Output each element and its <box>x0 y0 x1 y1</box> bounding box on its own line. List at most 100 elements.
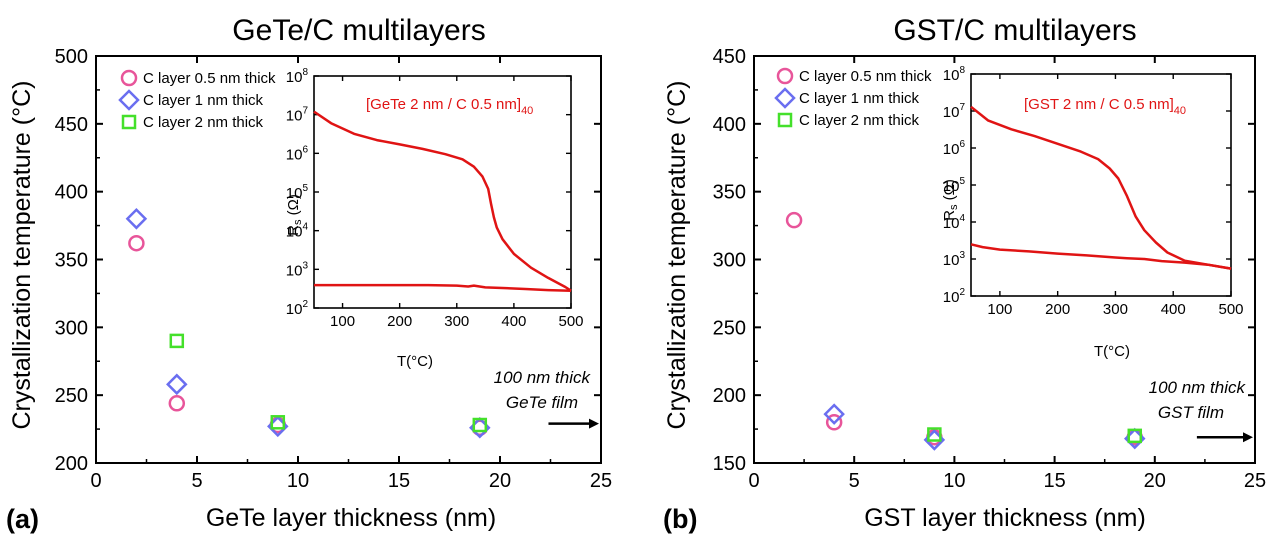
inset-y-label-main: R <box>941 210 958 221</box>
inset-y-tick-label: 103 <box>943 250 966 269</box>
tick-exponent: 5 <box>959 176 965 187</box>
tick-exponent: 8 <box>302 67 308 78</box>
legend-label: C layer 0.5 nm thick <box>799 68 932 85</box>
y-tick-label: 300 <box>713 250 746 272</box>
inset-y-tick-label: 106 <box>943 139 966 158</box>
x-tick-label: 10 <box>287 470 309 492</box>
y-tick-label: 400 <box>55 182 88 204</box>
tick-base: 10 <box>286 224 303 241</box>
tick-base: 10 <box>286 301 303 318</box>
inset-x-tick-label: 200 <box>1045 301 1070 318</box>
inset-y-tick-label: 104 <box>943 213 966 232</box>
tick-base: 10 <box>943 252 960 269</box>
inset-x-tick-label: 500 <box>558 313 583 330</box>
inset-y-tick-label: 107 <box>286 106 309 125</box>
inset-y-tick-label: 102 <box>943 287 966 306</box>
inset-y-tick-label: 102 <box>286 299 309 318</box>
tick-exponent: 4 <box>959 213 965 224</box>
inset-x-label: T(°C) <box>397 353 433 370</box>
y-tick-label: 350 <box>713 182 746 204</box>
legend-marker <box>120 69 138 87</box>
inset-title-sub: 40 <box>1174 105 1186 117</box>
data-point <box>825 414 843 431</box>
tick-base: 10 <box>286 262 303 279</box>
x-tick-label: 25 <box>590 470 612 492</box>
tick-base: 10 <box>286 69 303 86</box>
inset-title-main: [GeTe 2 nm / C 0.5 nm] <box>366 96 521 113</box>
legend: C layer 0.5 nm thick C layer 1 nm thick C … <box>774 67 932 129</box>
tick-base: 10 <box>286 108 303 125</box>
series-square <box>169 333 488 433</box>
tick-exponent: 3 <box>302 260 308 271</box>
inset-y-tick-label: 108 <box>943 65 966 84</box>
inset-title-main: [GST 2 nm / C 0.5 nm] <box>1024 96 1174 113</box>
annotation-line2: GST film <box>1158 403 1224 422</box>
inset-x-tick-label: 400 <box>501 313 526 330</box>
y-tick-label: 150 <box>713 453 746 475</box>
data-point <box>472 417 488 433</box>
x-tick-label: 15 <box>1043 470 1065 492</box>
inset-y-label-main: R <box>285 225 302 236</box>
inset-y-tick-label: 104 <box>286 222 309 241</box>
annotation-line1: 100 nm thick <box>494 368 592 387</box>
tick-base: 10 <box>943 104 960 121</box>
inset-title: [GeTe 2 nm / C 0.5 nm]40 <box>366 96 533 117</box>
data-point <box>823 403 845 425</box>
data-point <box>168 395 186 412</box>
x-tick-label: 20 <box>1144 470 1166 492</box>
inset-cooling-curve <box>314 283 572 292</box>
inset-x-tick-label: 100 <box>330 313 355 330</box>
x-axis-label: GST layer thickness (nm) <box>864 504 1146 532</box>
chart-title: GST/C multilayers <box>893 14 1136 47</box>
y-tick-label: 450 <box>713 46 746 68</box>
tick-exponent: 5 <box>302 183 308 194</box>
inset-y-label-unit: (Ω) <box>285 194 302 219</box>
inset-x-tick-label: 100 <box>987 301 1012 318</box>
inset-y-label: Rs (Ω) <box>285 194 304 236</box>
x-tick-label: 20 <box>489 470 511 492</box>
legend-label: C layer 2 nm thick <box>799 112 920 129</box>
panel-label: (b) <box>663 504 697 534</box>
tick-exponent: 4 <box>302 222 308 233</box>
inset-cooling-curve <box>970 243 1232 270</box>
series-diamond <box>125 208 491 439</box>
legend-marker <box>774 87 796 109</box>
inset-title-sub: 40 <box>521 105 533 117</box>
tick-exponent: 3 <box>959 250 965 261</box>
x-axis-label: GeTe layer thickness (nm) <box>206 504 496 532</box>
series-square <box>927 427 1143 444</box>
data-point <box>270 415 286 430</box>
legend-label: C layer 1 nm thick <box>799 90 920 107</box>
inset-y-tick-label: 105 <box>286 183 309 202</box>
data-point <box>785 211 803 229</box>
inset-y-tick-label: 103 <box>286 260 309 279</box>
panel-label: (a) <box>6 504 39 534</box>
inset-x-tick-label: 300 <box>444 313 469 330</box>
inset-heating-curve <box>970 105 1232 270</box>
legend: C layer 0.5 nm thick C layer 1 nm thick C … <box>118 69 276 131</box>
inset-y-label-sub: s <box>292 219 304 225</box>
tick-exponent: 2 <box>302 299 308 310</box>
x-tick-label: 5 <box>849 470 860 492</box>
inset-y-tick-label: 107 <box>943 102 966 121</box>
y-tick-label: 200 <box>713 385 746 407</box>
y-axis-label: Crystallization temperature (°C) <box>663 81 691 430</box>
legend-label: C layer 1 nm thick <box>143 92 264 109</box>
data-point <box>128 234 145 252</box>
y-tick-label: 500 <box>55 46 88 68</box>
data-point <box>166 373 188 396</box>
legend-marker <box>121 114 137 130</box>
inset-x-tick-label: 400 <box>1161 301 1186 318</box>
legend-label: C layer 0.5 nm thick <box>143 70 276 87</box>
x-tick-label: 5 <box>191 470 202 492</box>
annotation-line2: GeTe film <box>506 393 578 412</box>
tick-base: 10 <box>943 67 960 84</box>
data-point <box>927 427 942 442</box>
tick-base: 10 <box>286 146 303 163</box>
panel-a: GeTe/C multilayers GeTe layer thickness … <box>6 14 612 534</box>
inset-y-label-unit: (Ω) <box>941 179 958 204</box>
inset-x-tick-label: 300 <box>1103 301 1128 318</box>
